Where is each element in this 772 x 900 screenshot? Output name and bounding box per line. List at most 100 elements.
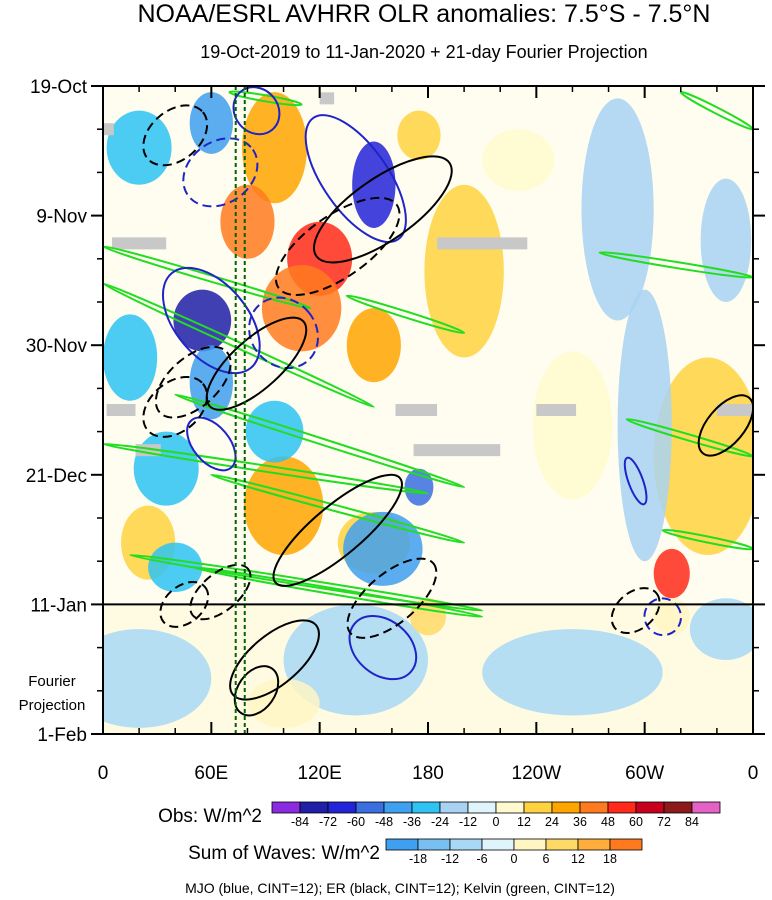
obs-anomaly-region (700, 178, 752, 302)
kelvin-contour (210, 473, 466, 544)
waves-colorbar-swatch (513, 838, 547, 851)
er-contour (610, 587, 661, 635)
waves-colorbar-level-label: 0 (511, 852, 518, 866)
er-wave-contours (142, 104, 753, 717)
obs-colorbar-swatch (383, 801, 413, 814)
er-contour (272, 473, 403, 587)
obs-colorbar-level-label: -48 (375, 815, 393, 829)
er-contour (142, 104, 209, 167)
obs-colorbar-swatch (271, 801, 301, 814)
obs-colorbar-level-label: -12 (459, 815, 477, 829)
waves-colorbar-swatch (481, 838, 515, 851)
waves-colorbar-swatch (545, 838, 579, 851)
y-tick-label: 19-Oct (30, 77, 88, 98)
er-contour (229, 619, 320, 701)
obs-anomaly-region (220, 184, 275, 259)
obs-anomaly-region (189, 92, 233, 154)
obs-colorbar: -84 -72 -60 -48 -36 -24 -12 0 12 24 36 48 60 72 84 (271, 801, 721, 829)
obs-colorbar-level-label: -60 (347, 815, 365, 829)
axis-ticks (91, 85, 765, 735)
obs-colorbar-swatch (439, 801, 469, 814)
waves-colorbar-label: Sum of Waves: W/m^2 (188, 843, 380, 864)
er-contour (189, 563, 252, 621)
obs-colorbar-level-label: -72 (319, 815, 337, 829)
obs-colorbar-swatch (467, 801, 497, 814)
chart-title: NOAA/ESRL AVHRR OLR anomalies: 7.5°S - 7… (138, 0, 711, 28)
waves-colorbar-level-label: 12 (571, 852, 585, 866)
obs-anomaly-region (482, 129, 555, 191)
er-contour (312, 155, 453, 264)
mjo-contour (248, 296, 319, 370)
projection-anomaly-region (653, 598, 690, 636)
x-tick-label: 120W (512, 763, 562, 784)
obs-colorbar-level-label: 72 (657, 815, 671, 829)
waves-colorbar: -18 -12 -6 0 6 12 18 (385, 838, 643, 866)
obs-colorbar-swatch (355, 801, 385, 814)
obs-colorbar-level-label: 0 (493, 815, 500, 829)
missing-data-segment (437, 237, 528, 250)
obs-colorbar-level-label: 84 (685, 815, 699, 829)
obs-anomaly-region (653, 548, 690, 599)
chart-subtitle: 19-Oct-2019 to 11-Jan-2020 + 21-day Four… (200, 42, 647, 62)
projection-anomaly-region (103, 629, 212, 728)
obs-colorbar-swatch (607, 801, 637, 814)
waves-colorbar-level-label: 18 (603, 852, 617, 866)
obs-anomaly-region (424, 184, 504, 358)
x-tick-label: 120E (297, 763, 341, 784)
waves-colorbar-swatch (449, 838, 483, 851)
obs-colorbar-swatch (691, 801, 721, 814)
mjo-contour (182, 137, 259, 208)
kelvin-contour (598, 251, 753, 279)
kelvin-contour (345, 294, 466, 335)
obs-anomaly-region (352, 141, 396, 228)
missing-data-segment (395, 404, 438, 416)
x-tick-label: 0 (98, 763, 109, 784)
er-contour (346, 557, 438, 639)
waves-colorbar-level-label: -18 (409, 852, 427, 866)
obs-colorbar-level-label: -36 (403, 815, 421, 829)
er-contour (697, 394, 753, 457)
obs-anomaly-region (242, 92, 308, 204)
mjo-wave-contours (161, 86, 682, 681)
projection-label-line1: Fourier (28, 673, 76, 690)
obs-colorbar-swatch (551, 801, 581, 814)
mjo-contour (161, 266, 261, 375)
obs-colorbar-swatch (663, 801, 693, 814)
obs-colorbar-level-label: -24 (431, 815, 449, 829)
obs-colorbar-level-label: 12 (517, 815, 531, 829)
x-tick-label: 60W (625, 763, 664, 784)
kelvin-contour (192, 566, 484, 618)
x-tick-label: 60E (194, 763, 228, 784)
missing-data-segment (413, 444, 501, 457)
waves-colorbar-level-label: -12 (441, 852, 459, 866)
waves-colorbar-swatch (417, 838, 451, 851)
plot-area (91, 85, 765, 735)
mjo-contour (304, 114, 407, 244)
missing-data-segment (106, 404, 136, 416)
obs-anomaly-region (245, 400, 304, 463)
er-contour (142, 375, 209, 438)
waves-colorbar-swatch (385, 838, 419, 851)
projection-anomaly-layer (103, 598, 753, 734)
reference-lines (234, 86, 246, 734)
projection-anomaly-region (689, 598, 753, 660)
obs-anomaly-layer (103, 92, 753, 599)
obs-anomaly-region (343, 511, 423, 586)
x-tick-label: 180 (412, 763, 444, 784)
er-contour (205, 316, 308, 411)
obs-anomaly-region (532, 351, 613, 500)
projection-label-line2: Projection (19, 697, 86, 714)
projection-anomaly-region (482, 629, 663, 716)
obs-anomaly-region (103, 314, 158, 401)
obs-colorbar-level-label: 36 (573, 815, 587, 829)
er-contour (159, 580, 210, 628)
obs-colorbar-swatch (579, 801, 609, 814)
obs-anomaly-region (397, 110, 441, 161)
obs-colorbar-level-label: 48 (601, 815, 615, 829)
obs-anomaly-region (243, 456, 324, 556)
missing-data-segment (536, 404, 577, 416)
obs-anomaly-region (173, 289, 232, 352)
missing-data-segment (716, 404, 753, 416)
obs-colorbar-swatch (635, 801, 665, 814)
obs-colorbar-swatch (523, 801, 553, 814)
